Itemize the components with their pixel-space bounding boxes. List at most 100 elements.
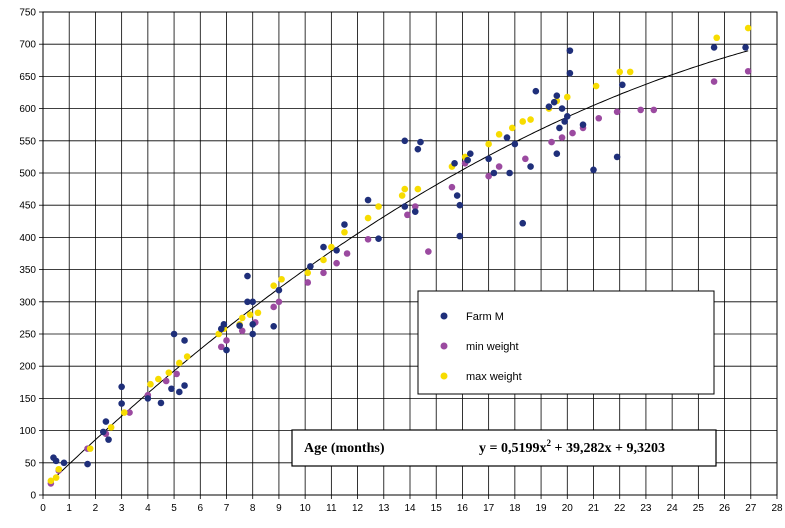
point-max-weight <box>165 369 173 376</box>
point-max-weight <box>147 380 154 388</box>
y-tick-label: 450 <box>19 201 36 212</box>
point-min-weight <box>238 327 246 335</box>
point-max-weight <box>246 311 254 318</box>
point-farm-m <box>275 286 283 294</box>
point-min-weight <box>173 370 180 378</box>
point-max-weight <box>47 477 55 485</box>
x-tick-label: 13 <box>378 503 390 514</box>
point-farm-m <box>401 137 409 145</box>
point-min-weight <box>485 172 492 180</box>
point-farm-m <box>579 121 587 128</box>
point-min-weight <box>595 114 603 122</box>
point-max-weight <box>328 243 335 251</box>
point-max-weight <box>183 353 191 360</box>
x-tick-label: 3 <box>119 503 125 514</box>
x-tick-label: 1 <box>66 503 72 514</box>
point-max-weight <box>155 375 162 383</box>
point-farm-m <box>464 156 471 164</box>
legend-marker-max-weight <box>440 372 448 380</box>
point-farm-m <box>333 246 340 254</box>
x-tick-label: 5 <box>171 503 177 514</box>
point-min-weight <box>217 343 225 351</box>
point-farm-m <box>545 103 553 110</box>
point-farm-m <box>401 203 409 210</box>
point-farm-m <box>561 118 568 125</box>
point-max-weight <box>215 330 222 338</box>
point-min-weight <box>637 106 644 114</box>
point-max-weight <box>485 140 492 148</box>
data-points <box>47 24 752 487</box>
x-tick-label: 21 <box>588 503 600 514</box>
y-tick-label: 50 <box>25 458 37 469</box>
point-farm-m <box>503 134 511 141</box>
point-farm-m <box>157 399 165 407</box>
y-tick-label: 100 <box>19 426 36 437</box>
x-tick-label: 10 <box>300 503 312 514</box>
point-farm-m <box>590 166 597 174</box>
point-farm-m <box>364 196 372 204</box>
x-tick-label: 11 <box>326 503 337 514</box>
point-max-weight <box>55 465 63 473</box>
point-min-weight <box>270 303 277 311</box>
point-min-weight <box>613 108 621 116</box>
point-max-weight <box>414 185 422 193</box>
x-tick-label: 27 <box>745 503 757 514</box>
point-max-weight <box>364 214 372 222</box>
legend-box <box>417 290 715 395</box>
point-min-weight <box>275 298 283 306</box>
point-farm-m <box>453 192 461 199</box>
x-tick-label: 24 <box>667 503 679 514</box>
y-tick-label: 300 <box>19 297 36 308</box>
point-farm-m <box>375 235 382 242</box>
y-tick-label: 500 <box>19 169 36 180</box>
point-farm-m <box>553 92 561 100</box>
legend-label-min-weight: min weight <box>466 341 519 353</box>
point-min-weight <box>522 155 529 163</box>
point-min-weight <box>448 183 456 191</box>
point-farm-m <box>84 460 91 468</box>
point-max-weight <box>616 68 624 76</box>
point-farm-m <box>519 219 527 227</box>
point-max-weight <box>508 124 516 132</box>
tick-labels: 0 1 2 3 4 5 6 7 8 9 10 11 12 13 14 15 16 17 18 19 20 21 22 23 24… <box>19 8 783 515</box>
point-farm-m <box>553 150 561 157</box>
legend-label-max-weight: max weight <box>466 371 522 383</box>
legend: Farm M min weight max weight <box>417 290 715 395</box>
point-max-weight <box>744 24 752 32</box>
point-farm-m <box>307 263 314 270</box>
y-tick-label: 0 <box>30 491 36 502</box>
y-tick-label: 700 <box>19 40 36 51</box>
x-tick-label: 18 <box>509 503 521 514</box>
point-min-weight <box>343 250 351 257</box>
point-farm-m <box>485 155 492 163</box>
point-farm-m <box>456 232 464 240</box>
point-farm-m <box>414 145 422 153</box>
point-farm-m <box>566 69 574 77</box>
point-min-weight <box>548 138 555 146</box>
point-max-weight <box>176 359 183 367</box>
point-min-weight <box>425 248 432 255</box>
point-min-weight <box>744 67 752 75</box>
point-min-weight <box>320 269 327 277</box>
y-tick-label: 750 <box>19 8 36 19</box>
y-tick-label: 250 <box>19 330 36 341</box>
point-farm-m <box>566 47 574 54</box>
point-max-weight <box>375 203 382 210</box>
point-farm-m <box>236 322 243 329</box>
x-tick-label: 14 <box>404 503 416 514</box>
x-tick-label: 16 <box>457 503 469 514</box>
x-tick-label: 15 <box>431 503 443 514</box>
point-min-weight <box>223 337 230 344</box>
x-tick-label: 28 <box>771 503 783 514</box>
x-tick-label: 2 <box>93 503 99 514</box>
point-farm-m <box>60 459 68 467</box>
x-tick-label: 23 <box>640 503 652 514</box>
point-farm-m <box>556 124 563 132</box>
point-farm-m <box>118 400 125 407</box>
x-tick-label: 9 <box>276 503 282 514</box>
y-tick-label: 200 <box>19 362 36 373</box>
trendline-equation: y = 0,5199x2 + 39,282x + 9,3203 <box>479 438 665 456</box>
x-tick-label: 0 <box>40 503 46 514</box>
equation-exponent: 2 <box>546 438 551 448</box>
